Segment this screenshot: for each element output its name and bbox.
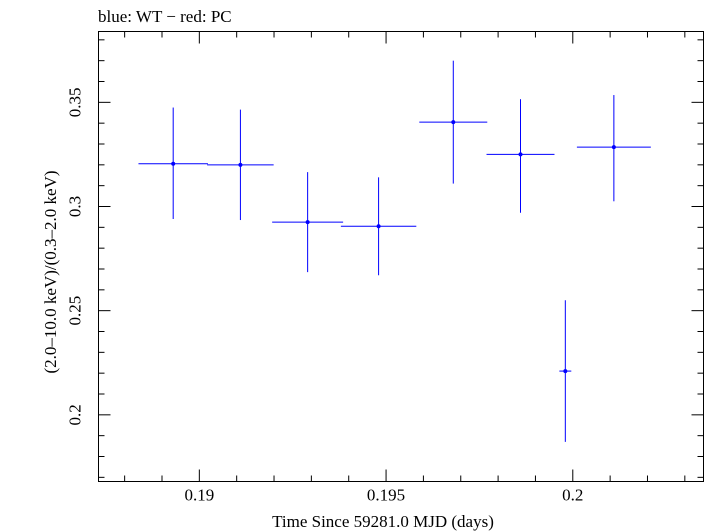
point-marker [451,120,456,125]
data-points [138,60,651,442]
data-point [559,300,572,442]
data-point [419,60,488,184]
point-marker [611,145,616,150]
point-marker [238,162,243,167]
data-point [576,95,651,202]
axis-ticks [98,31,704,482]
data-point [207,109,274,221]
x-tick-label: 0.2 [562,486,583,505]
point-marker [171,161,176,166]
data-point [272,172,344,273]
x-tick-label: 0.19 [184,486,214,505]
y-tick-label: 0.25 [66,296,85,326]
y-axis-label: (2.0–10.0 keV)/(0.3–2.0 keV) [41,170,60,373]
point-marker [563,369,568,374]
plot-frame [98,31,704,482]
axis-tick-labels: 0.19 0.195 0.2 0.2 0.25 0.3 0.35 [66,87,584,504]
y-tick-label: 0.35 [66,87,85,117]
data-point [486,99,555,213]
point-marker [518,152,523,157]
x-tick-label: 0.195 [367,486,405,505]
chart-title: blue: WT − red: PC [98,7,232,26]
y-tick-label: 0.3 [66,196,85,217]
point-marker [305,220,310,225]
x-axis-label: Time Since 59281.0 MJD (days) [272,512,494,531]
data-point [138,107,208,219]
data-point [340,177,417,276]
point-marker [376,224,381,229]
y-tick-label: 0.2 [66,404,85,425]
